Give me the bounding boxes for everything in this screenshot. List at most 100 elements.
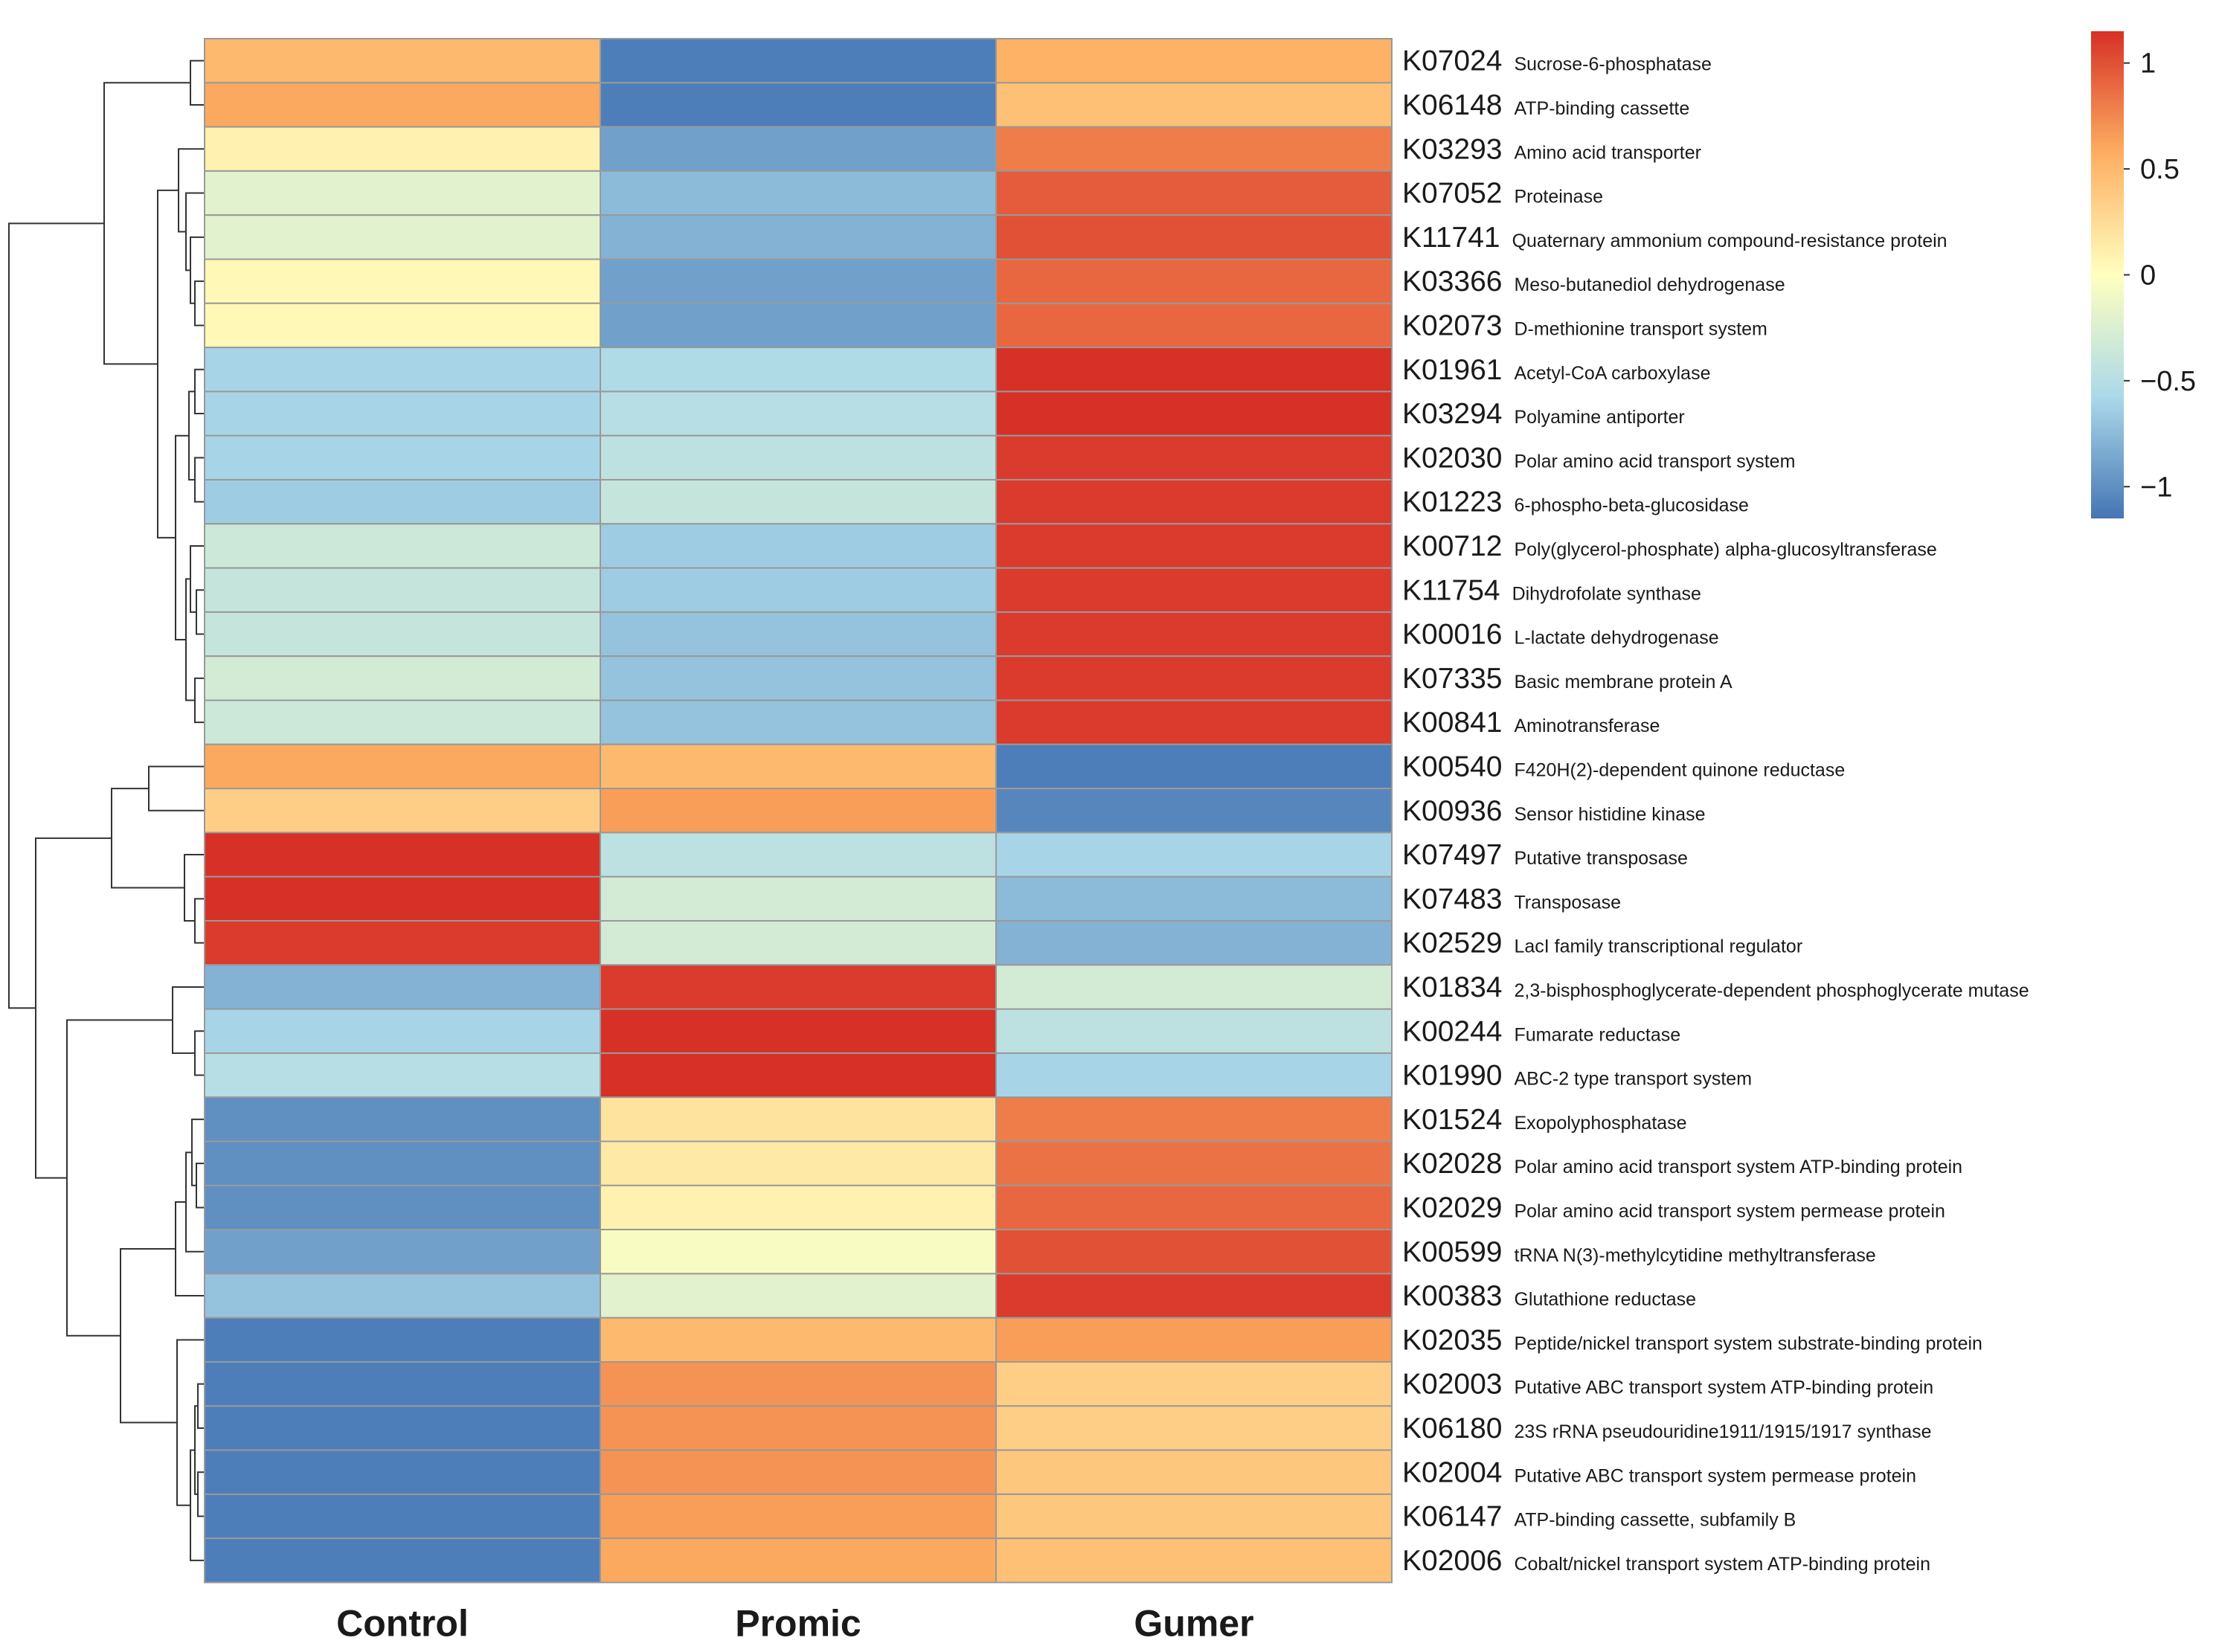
dendrogram-branch (197, 1383, 205, 1429)
legend-tick-label: 0 (2140, 260, 2156, 292)
column-label: Control (336, 1603, 469, 1645)
heatmap-cell (995, 1052, 1393, 1099)
heatmap-cell (995, 964, 1393, 1010)
heatmap-cell (600, 743, 997, 790)
heatmap-cell (995, 214, 1393, 260)
heatmap-cell (204, 434, 601, 481)
row-code: K00599 (1402, 1236, 1502, 1268)
heatmap-cell (600, 655, 997, 701)
row-label: K01990 ABC-2 type transport system (1402, 1060, 1752, 1092)
row-description: Dihydrofolate synthase (1512, 583, 1701, 604)
heatmap-cell (995, 1449, 1393, 1495)
row-code: K02028 (1402, 1148, 1502, 1180)
row-dendrogram (8, 60, 205, 1561)
heatmap-cell (600, 479, 997, 525)
dendrogram-branch (194, 368, 205, 415)
dendrogram-branch (194, 898, 205, 944)
heatmap-cell (204, 1405, 601, 1451)
row-description: Peptide/nickel transport system substrat… (1514, 1333, 1982, 1354)
row-code: K02035 (1402, 1324, 1502, 1356)
heatmap-cell (204, 302, 601, 349)
row-code: K01834 (1402, 971, 1502, 1003)
heatmap-cell (600, 964, 997, 1010)
heatmap-cell (995, 126, 1393, 172)
row-label: K00016 L-lactate dehydrogenase (1402, 619, 1719, 651)
row-code: K07335 (1402, 663, 1502, 695)
row-description: Polar amino acid transport system (1514, 451, 1795, 472)
row-label: K07052 Proteinase (1402, 178, 1603, 210)
dendrogram-branch (120, 1248, 177, 1424)
row-label: K00712 Poly(glycerol-phosphate) alpha-glu… (1402, 530, 1937, 562)
heatmap-cell (600, 1493, 997, 1540)
row-label: K01961 Acetyl-CoA carboxylase (1402, 354, 1710, 386)
heatmap-cell (600, 347, 997, 393)
row-label: K03293 Amino acid transporter (1402, 133, 1701, 165)
row-description: 23S rRNA pseudouridine1911/1915/1917 syn… (1514, 1421, 1931, 1442)
heatmap-cell (600, 38, 997, 84)
heatmap-cell (995, 1493, 1393, 1540)
row-description: Putative ABC transport system ATP-bindin… (1514, 1378, 1933, 1398)
heatmap-cell (204, 1537, 601, 1584)
row-label: K02529 LacI family transcriptional regula… (1402, 928, 1802, 960)
heatmap-cell (995, 82, 1393, 128)
heatmap-cell (204, 875, 601, 922)
heatmap-cell (204, 170, 601, 216)
row-label: K00936 Sensor histidine kinase (1402, 795, 1706, 827)
row-description: Polar amino acid transport system permea… (1514, 1201, 1945, 1221)
heatmap-cell (600, 258, 997, 304)
dendrogram-branch (175, 1201, 205, 1297)
heatmap-cell (600, 1361, 997, 1407)
row-description: Quaternary ammonium compound-resistance … (1512, 231, 1947, 251)
row-label: K07497 Putative transposase (1402, 839, 1688, 871)
row-description: Polyamine antiporter (1514, 407, 1684, 428)
row-label: K02003 Putative ABC transport system ATP-… (1402, 1369, 1933, 1401)
dendrogram-branch (172, 986, 205, 1054)
dendrogram-branch (194, 677, 205, 724)
heatmap-cell (204, 82, 601, 128)
dendrogram-branch (35, 837, 112, 1179)
heatmap-cell (995, 1096, 1393, 1142)
heatmap-cell (204, 964, 601, 1010)
row-label: K00841 Aminotransferase (1402, 707, 1660, 739)
heatmap-cell (600, 1273, 997, 1319)
row-label: K07483 Transposase (1402, 883, 1621, 915)
heatmap-cell (204, 1229, 601, 1275)
heatmap-cell (600, 1140, 997, 1186)
dendrogram-branch (8, 222, 104, 1009)
row-description: ABC-2 type transport system (1514, 1069, 1752, 1090)
row-label: K02073 D-methionine transport system (1402, 309, 1767, 341)
heatmap-cell (995, 875, 1393, 922)
heatmap-cell (995, 699, 1393, 745)
heatmap-cell (995, 1008, 1393, 1054)
heatmap-cell (600, 126, 997, 172)
heatmap-cell (600, 1096, 997, 1142)
row-description: Meso-butanediol dehydrogenase (1514, 274, 1785, 295)
row-code: K00936 (1402, 795, 1502, 827)
row-code: K06147 (1402, 1501, 1502, 1533)
row-label: K07335 Basic membrane protein A (1402, 663, 1733, 695)
heatmap-cell (600, 82, 997, 128)
row-code: K03294 (1402, 398, 1502, 430)
heatmap-cell (600, 1317, 997, 1363)
row-description: Fumarate reductase (1514, 1024, 1680, 1045)
heatmap-cell (600, 1229, 997, 1275)
row-code: K07483 (1402, 883, 1502, 915)
row-label: K02004 Putative ABC transport system perm… (1402, 1456, 1916, 1488)
dendrogram-branch (175, 434, 189, 640)
row-code: K00540 (1402, 751, 1502, 782)
row-code: K00383 (1402, 1280, 1502, 1312)
heatmap-cell (204, 126, 601, 172)
heatmap-cell (204, 1184, 601, 1231)
row-code: K00016 (1402, 619, 1502, 651)
heatmap-cell (204, 743, 601, 790)
row-code: K00244 (1402, 1015, 1502, 1047)
heatmap-cells (204, 38, 1393, 1584)
color-legend: 1 0.5 0 −0.5 −1 (2091, 31, 2196, 518)
row-description: F420H(2)-dependent quinone reductase (1514, 759, 1845, 780)
heatmap-cell (995, 1273, 1393, 1319)
row-code: K02006 (1402, 1545, 1502, 1577)
dendrogram-branch (190, 236, 205, 304)
heatmap-cell (204, 567, 601, 613)
row-description: Polar amino acid transport system ATP-bi… (1514, 1157, 1962, 1177)
row-code: K11741 (1402, 222, 1500, 254)
